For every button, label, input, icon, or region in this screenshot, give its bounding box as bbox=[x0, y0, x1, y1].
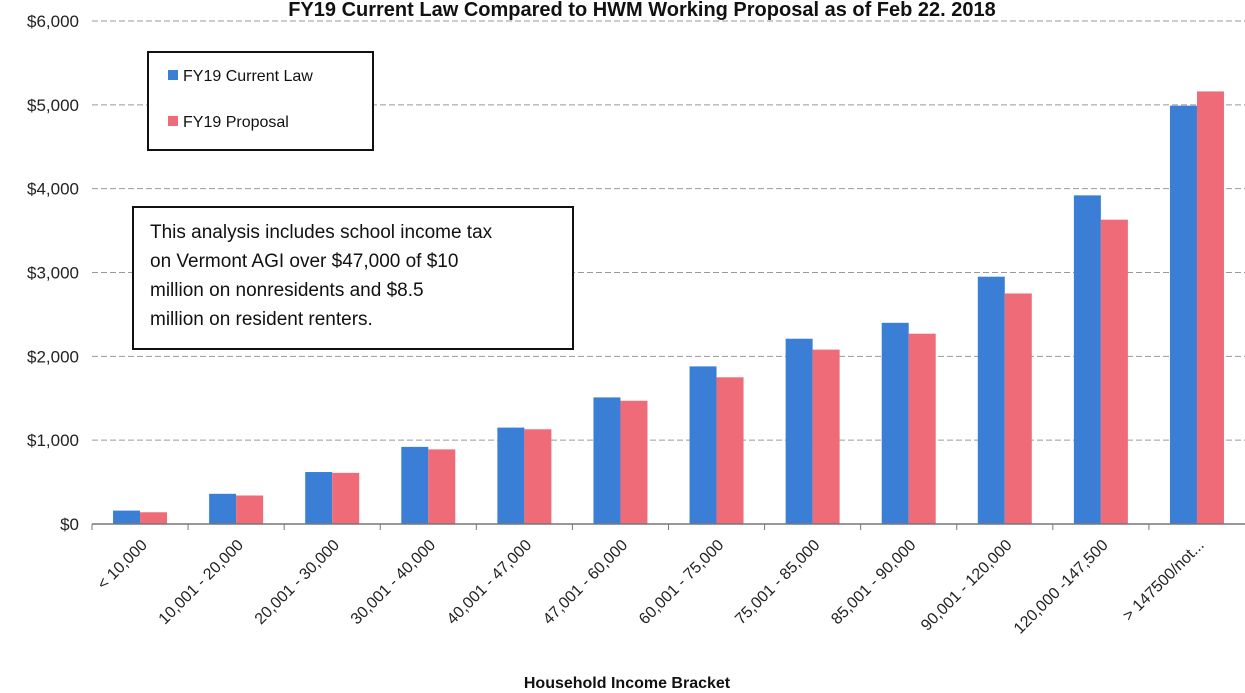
bar-proposal bbox=[236, 495, 264, 524]
x-tick-label: 85,001 - 90,000 bbox=[828, 537, 919, 628]
bar-proposal bbox=[908, 333, 936, 524]
bar-proposal bbox=[524, 429, 552, 524]
bar-current-law bbox=[881, 322, 909, 524]
annotation-line-2: on Vermont AGI over $47,000 of $10 bbox=[150, 251, 458, 272]
legend-swatch-proposal bbox=[168, 116, 178, 126]
y-tick-label: $6,000 bbox=[27, 12, 79, 31]
y-tick-label: $4,000 bbox=[27, 180, 79, 199]
bar-current-law bbox=[1169, 105, 1197, 525]
bar-current-law bbox=[689, 366, 717, 524]
legend-label-proposal: FY19 Proposal bbox=[183, 114, 289, 131]
legend-label-current-law: FY19 Current Law bbox=[183, 68, 313, 85]
bar-current-law bbox=[977, 276, 1005, 524]
y-tick-label: $0 bbox=[60, 515, 79, 534]
bar-proposal bbox=[1196, 91, 1224, 525]
bar-current-law bbox=[113, 510, 141, 524]
x-tick-label: 75,001 - 85,000 bbox=[732, 537, 823, 628]
annotation-line-3: million on nonresidents and $8.5 bbox=[150, 280, 424, 301]
y-axis-ticks: $0 $1,000 $2,000 $3,000 $4,000 $5,000 $6,000 bbox=[27, 12, 79, 534]
legend-box bbox=[147, 51, 374, 151]
x-tick-label: 10,001 - 20,000 bbox=[156, 537, 247, 628]
x-tick-label: 30,001 - 40,000 bbox=[348, 537, 439, 628]
chart-title: FY19 Current Law Compared to HWM Working… bbox=[288, 0, 996, 21]
x-tick-label: 40,001 - 47,000 bbox=[444, 537, 535, 628]
bar-proposal bbox=[428, 449, 456, 524]
bar-current-law bbox=[497, 427, 525, 524]
x-tick-label: 20,001 - 30,000 bbox=[252, 537, 343, 628]
bar-current-law bbox=[209, 493, 237, 524]
legend-swatch-current-law bbox=[168, 70, 178, 80]
bar-proposal bbox=[1100, 219, 1128, 524]
gridlines bbox=[92, 20, 1245, 441]
y-tick-label: $3,000 bbox=[27, 264, 79, 283]
x-tick-label: 120,000 -147,500 bbox=[1011, 537, 1112, 638]
annotation-line-4: million on resident renters. bbox=[150, 309, 373, 330]
bar-current-law bbox=[1073, 195, 1101, 524]
bar-current-law bbox=[593, 397, 621, 524]
legend: FY19 Current Law FY19 Proposal bbox=[147, 51, 374, 151]
annotation: This analysis includes school income tax… bbox=[132, 206, 574, 350]
x-tick-label: 47,001 - 60,000 bbox=[540, 537, 631, 628]
bar-proposal bbox=[332, 472, 360, 524]
y-tick-label: $2,000 bbox=[27, 347, 79, 366]
x-tick-label: < 10,000 bbox=[94, 537, 150, 593]
bar-current-law bbox=[305, 472, 333, 524]
bar-proposal bbox=[620, 400, 648, 524]
bar-current-law bbox=[785, 338, 813, 524]
bar-proposal bbox=[1004, 293, 1032, 524]
y-tick-label: $5,000 bbox=[27, 96, 79, 115]
bar-current-law bbox=[401, 446, 429, 524]
annotation-line-1: This analysis includes school income tax bbox=[150, 222, 493, 243]
x-axis-ticks: < 10,000 10,001 - 20,000 20,001 - 30,000 30… bbox=[91, 524, 1208, 638]
bar-proposal bbox=[812, 349, 840, 524]
y-tick-label: $1,000 bbox=[27, 431, 79, 450]
bar-proposal bbox=[716, 377, 744, 524]
bar-proposal bbox=[140, 512, 168, 524]
x-tick-label: 90,001 - 120,000 bbox=[918, 537, 1016, 635]
x-axis-label: Household Income Bracket bbox=[524, 675, 731, 692]
annotation-box bbox=[132, 206, 574, 350]
x-tick-label: 60,001 - 75,000 bbox=[636, 537, 727, 628]
x-tick-label: > 147500/not... bbox=[1120, 537, 1208, 625]
bars bbox=[113, 91, 1224, 525]
